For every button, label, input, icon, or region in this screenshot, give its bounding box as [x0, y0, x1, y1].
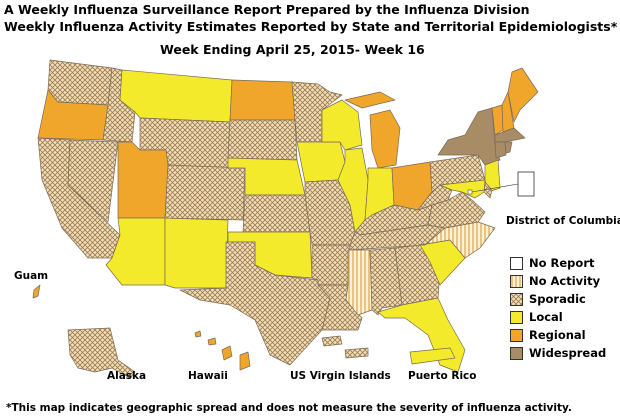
legend-swatch: [510, 346, 523, 360]
state-WI: [321, 99, 363, 151]
legend-swatch: [510, 328, 523, 342]
hawaii-label: Hawaii: [188, 370, 228, 382]
legend: No Report No Activity Sporadic Local Reg…: [510, 254, 618, 362]
state-KS: [242, 194, 311, 233]
state-AZ: [105, 217, 166, 286]
usvi-label: US Virgin Islands: [290, 370, 391, 382]
legend-item: No Report: [510, 254, 618, 272]
legend-item: Widespread: [510, 344, 618, 362]
guam-label: Guam: [14, 270, 49, 282]
dc-leader-line: [471, 183, 519, 193]
state-IA: [296, 141, 346, 183]
state-MS: [345, 249, 373, 316]
legend-item: Local: [510, 308, 618, 326]
legend-swatch: [510, 256, 523, 270]
state-TX: [179, 241, 331, 366]
report-subtitle: Weekly Influenza Activity Estimates Repo…: [4, 19, 618, 34]
state-MT: [119, 69, 233, 123]
state-GU: [32, 284, 41, 299]
legend-label: Regional: [529, 328, 586, 342]
state-MI: [344, 91, 401, 169]
state-NJ: [484, 159, 501, 193]
dc-callout-box: [517, 171, 535, 197]
state-CO: [164, 164, 246, 221]
state-SD: [227, 119, 298, 161]
week-label: Week Ending April 25, 2015- Week 16: [160, 42, 425, 57]
legend-item: Regional: [510, 326, 618, 344]
state-CT: [494, 141, 507, 159]
state-ND: [229, 79, 296, 121]
legend-label: Sporadic: [529, 292, 586, 306]
legend-swatch: [510, 292, 523, 306]
state-HI: [194, 330, 251, 371]
state-DC: [467, 189, 473, 195]
alaska-label: Alaska: [107, 370, 147, 382]
legend-label: No Activity: [529, 274, 601, 288]
legend-label: Local: [529, 310, 563, 324]
state-ME: [507, 67, 539, 123]
state-NY: [437, 107, 501, 166]
legend-swatch: [510, 310, 523, 324]
legend-label: Widespread: [529, 346, 607, 360]
state-RI: [504, 141, 513, 154]
legend-item: Sporadic: [510, 290, 618, 308]
report-title: A Weekly Influenza Surveillance Report P…: [4, 2, 530, 17]
pr-label: Puerto Rico: [408, 370, 477, 382]
state-NV: [67, 139, 119, 223]
legend-item: No Activity: [510, 272, 618, 290]
state-NM: [164, 217, 229, 289]
legend-swatch: [510, 274, 523, 288]
footnote: *This map indicates geographic spread an…: [6, 402, 572, 414]
state-MD: [439, 179, 486, 199]
dc-label: District of Columbia: [506, 215, 620, 227]
state-UT: [117, 141, 169, 219]
legend-label: No Report: [529, 256, 595, 270]
state-VI: [321, 335, 369, 359]
state-WA: [47, 59, 113, 106]
state-PR: [409, 347, 456, 365]
state-AK: [67, 327, 136, 379]
state-AR: [311, 244, 351, 286]
